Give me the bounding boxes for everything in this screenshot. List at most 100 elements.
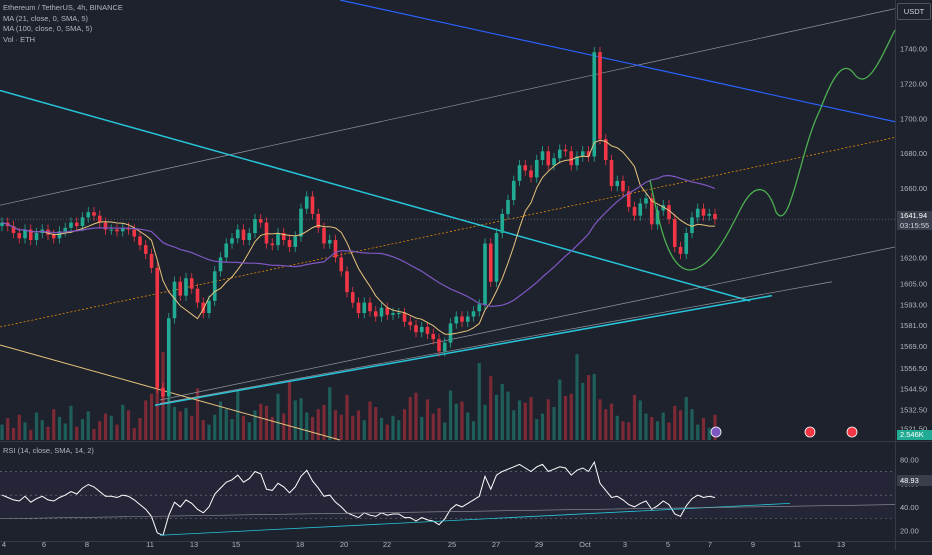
price-tick-label: 1740.00 xyxy=(900,45,927,54)
indicator-legend: Ethereum / TetherUS, 4h, BINANCE MA (21,… xyxy=(3,3,123,45)
volume-bar xyxy=(650,416,654,440)
price-tick-label: 1620.00 xyxy=(900,253,927,262)
candle xyxy=(109,229,114,231)
volume-bar xyxy=(11,427,16,440)
volume-bar xyxy=(224,409,228,440)
candle xyxy=(103,222,108,230)
volume-bar xyxy=(448,390,453,440)
candle xyxy=(184,278,188,296)
volume-bar xyxy=(667,422,671,440)
time-tick-label: 27 xyxy=(492,540,500,549)
candle xyxy=(281,233,286,240)
candle xyxy=(437,339,441,352)
candle xyxy=(258,219,263,223)
candle xyxy=(74,222,79,227)
volume-bar xyxy=(569,393,573,440)
event-marker-icon xyxy=(846,426,858,438)
time-tick-label: 22 xyxy=(383,540,391,549)
volume-bar xyxy=(230,419,234,440)
time-tick-label: 13 xyxy=(190,540,198,549)
volume-bar xyxy=(178,411,182,440)
candle xyxy=(310,196,315,214)
price-tick-label: 1532.50 xyxy=(900,406,927,415)
candle xyxy=(23,229,27,239)
time-tick-label: 3 xyxy=(623,540,627,549)
volume-bar xyxy=(299,398,303,440)
candle xyxy=(494,233,499,282)
volume-bar xyxy=(586,375,591,440)
price-tick-label: 1680.00 xyxy=(900,149,927,158)
candle xyxy=(626,191,631,207)
rsi-tick-label: 40.00 xyxy=(900,503,919,512)
volume-bar xyxy=(644,413,648,440)
volume-legend[interactable]: Vol · ETH xyxy=(3,34,36,44)
candle xyxy=(350,292,355,303)
price-tick-label: 1521.50 xyxy=(900,425,927,434)
volume-bar xyxy=(356,410,361,440)
candle xyxy=(707,213,712,216)
candle xyxy=(603,139,608,160)
candle xyxy=(327,240,332,244)
volume-bar xyxy=(466,412,470,440)
candle xyxy=(592,52,597,157)
candle xyxy=(201,302,206,314)
volume-bar xyxy=(167,398,171,440)
candle xyxy=(506,200,510,214)
support-line xyxy=(159,281,833,404)
rsi-legend[interactable]: RSI (14, close, SMA, 14, 2) xyxy=(3,446,94,455)
candle xyxy=(120,227,125,232)
event-marker-icon xyxy=(710,426,722,438)
candle xyxy=(644,198,648,204)
volume-bar xyxy=(517,400,522,440)
cyan-downtrend-line xyxy=(0,89,751,302)
volume-bar xyxy=(132,427,136,440)
volume-bar xyxy=(282,413,286,440)
projection-path xyxy=(649,29,896,271)
rsi-value-tag: 48.93 xyxy=(897,475,932,486)
candle xyxy=(672,219,677,247)
volume-bar xyxy=(241,415,246,440)
volume-bar xyxy=(351,415,355,440)
event-marker-icon xyxy=(804,426,816,438)
ma100-legend[interactable]: MA (100, close, 0, SMA, 5) xyxy=(3,24,93,33)
ma21-line xyxy=(1,139,715,335)
volume-bar xyxy=(149,393,154,440)
candle xyxy=(178,281,183,296)
candle xyxy=(207,300,211,314)
channel-upper-line xyxy=(0,8,896,206)
candle xyxy=(11,226,16,234)
candle xyxy=(333,240,338,258)
price-tick-label: 1556.50 xyxy=(900,364,927,373)
currency-button[interactable]: USDT xyxy=(897,3,931,20)
volume-bar xyxy=(172,407,177,440)
candle xyxy=(529,170,533,178)
volume-bar xyxy=(115,424,119,440)
candle xyxy=(621,180,625,192)
volume-bar xyxy=(563,396,568,440)
ma21-legend[interactable]: MA (21, close, 0, SMA, 5) xyxy=(3,13,89,23)
volume-bar xyxy=(460,401,464,440)
volume-bar xyxy=(52,409,56,440)
volume-bar xyxy=(121,404,125,440)
volume-bar xyxy=(236,390,240,440)
candle xyxy=(701,208,706,216)
volume-bar xyxy=(632,394,637,440)
volume-bar xyxy=(443,422,447,440)
time-tick-label: Oct xyxy=(579,540,592,549)
volume-bar xyxy=(247,422,251,440)
volume-bar xyxy=(339,414,343,440)
candle xyxy=(667,205,671,220)
volume-bar xyxy=(494,394,499,440)
time-tick-label: 11 xyxy=(146,540,154,549)
symbol-legend[interactable]: Ethereum / TetherUS, 4h, BINANCE xyxy=(3,3,123,12)
candle xyxy=(92,212,96,216)
candle xyxy=(293,236,298,247)
volume-bar xyxy=(40,420,44,440)
volume-bar xyxy=(385,424,389,440)
candle xyxy=(34,233,39,240)
candle xyxy=(276,233,280,246)
candle xyxy=(379,307,384,317)
volume-bar xyxy=(391,415,395,440)
